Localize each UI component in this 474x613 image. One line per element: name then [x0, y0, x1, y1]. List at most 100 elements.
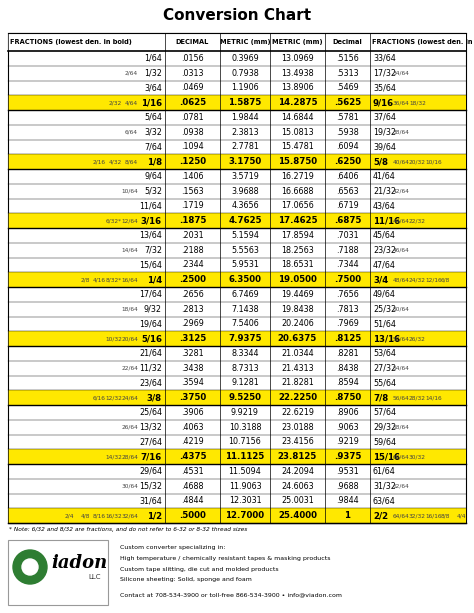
- Text: 0.3969: 0.3969: [231, 54, 259, 63]
- Text: .3906: .3906: [181, 408, 204, 417]
- Text: 6/64: 6/64: [125, 129, 138, 135]
- Text: 19/32: 19/32: [373, 128, 396, 137]
- Text: .3281: .3281: [181, 349, 204, 358]
- Text: 10.7156: 10.7156: [228, 437, 261, 446]
- Text: 4/8: 4/8: [81, 513, 90, 518]
- Text: 16.2719: 16.2719: [281, 172, 314, 181]
- Text: 22.6219: 22.6219: [281, 408, 314, 417]
- Text: 21.8281: 21.8281: [281, 378, 314, 387]
- Text: 39/64: 39/64: [373, 142, 396, 151]
- Text: 18.6531: 18.6531: [281, 261, 314, 269]
- Text: 10/16: 10/16: [425, 159, 442, 164]
- Text: .8906: .8906: [336, 408, 359, 417]
- Text: 55/64: 55/64: [373, 378, 396, 387]
- Bar: [8, 154, 466, 169]
- Text: 7.9375: 7.9375: [228, 334, 262, 343]
- Text: .4219: .4219: [181, 437, 204, 446]
- Text: 6.7469: 6.7469: [231, 290, 259, 299]
- Text: 3/8: 3/8: [147, 393, 162, 402]
- Text: 2/2: 2/2: [373, 511, 388, 520]
- Text: .0625: .0625: [179, 98, 206, 107]
- Text: 8/64: 8/64: [125, 159, 138, 164]
- Text: 4/4: 4/4: [457, 513, 466, 518]
- Text: 23.8125: 23.8125: [278, 452, 317, 461]
- Text: 2.7781: 2.7781: [231, 142, 259, 151]
- Text: 7/32: 7/32: [144, 246, 162, 254]
- Text: 4/16: 4/16: [93, 277, 106, 282]
- Text: 9/64: 9/64: [144, 172, 162, 181]
- Text: 28/64: 28/64: [121, 454, 138, 459]
- Text: 8.3344: 8.3344: [231, 349, 259, 358]
- Text: 22/64: 22/64: [121, 365, 138, 371]
- Text: 8.7313: 8.7313: [231, 364, 259, 373]
- Text: 24.2094: 24.2094: [281, 467, 314, 476]
- Text: .8281: .8281: [336, 349, 359, 358]
- Text: .2656: .2656: [181, 290, 204, 299]
- Text: 25/32: 25/32: [373, 305, 396, 314]
- Text: Contact at 708-534-3900 or toll-free 866-534-3900 • info@viadon.com: Contact at 708-534-3900 or toll-free 866…: [120, 593, 342, 598]
- Text: .5781: .5781: [336, 113, 359, 122]
- Text: 30/64: 30/64: [121, 484, 138, 489]
- Text: 53/64: 53/64: [373, 349, 396, 358]
- Text: .4688: .4688: [181, 482, 204, 490]
- Text: 12/32: 12/32: [105, 395, 122, 400]
- Text: 9.1281: 9.1281: [231, 378, 259, 387]
- Text: .4844: .4844: [181, 497, 204, 505]
- Text: 27/32: 27/32: [373, 364, 396, 373]
- Text: 27/64: 27/64: [139, 437, 162, 446]
- Text: 15/32: 15/32: [139, 482, 162, 490]
- Text: .7188: .7188: [336, 246, 359, 254]
- Text: 16.6688: 16.6688: [281, 186, 314, 196]
- Text: .7813: .7813: [336, 305, 359, 314]
- Text: 23/64: 23/64: [139, 378, 162, 387]
- Text: 15/64: 15/64: [139, 261, 162, 269]
- Text: 15.0813: 15.0813: [281, 128, 314, 137]
- Text: 11.1125: 11.1125: [225, 452, 264, 461]
- Text: .9063: .9063: [336, 422, 359, 432]
- Text: 5.5563: 5.5563: [231, 246, 259, 254]
- Text: 17.4625: 17.4625: [278, 216, 317, 225]
- Text: 61/64: 61/64: [373, 467, 396, 476]
- Text: 12/64: 12/64: [121, 218, 138, 223]
- Text: 19.8438: 19.8438: [281, 305, 314, 314]
- Text: 35/64: 35/64: [373, 83, 396, 93]
- Text: 57/64: 57/64: [373, 408, 396, 417]
- Text: 17/32: 17/32: [373, 69, 396, 78]
- Text: 1/32: 1/32: [144, 69, 162, 78]
- Text: .9688: .9688: [336, 482, 359, 490]
- Text: 5/8: 5/8: [373, 157, 388, 166]
- Bar: [8, 390, 466, 405]
- Text: 1.9844: 1.9844: [231, 113, 259, 122]
- Text: 12/16: 12/16: [425, 277, 442, 282]
- Text: 40/64: 40/64: [393, 159, 410, 164]
- Text: .5000: .5000: [179, 511, 206, 520]
- Text: 21/32: 21/32: [373, 186, 396, 196]
- Text: .5469: .5469: [336, 83, 359, 93]
- Text: Conversion Chart: Conversion Chart: [163, 7, 311, 23]
- Text: 14.2875: 14.2875: [278, 98, 317, 107]
- Text: 18.2563: 18.2563: [281, 246, 314, 254]
- Text: 4/32: 4/32: [109, 159, 122, 164]
- Text: 52/64: 52/64: [393, 336, 410, 341]
- Text: DECIMAL: DECIMAL: [176, 39, 209, 45]
- Text: 2/4: 2/4: [64, 513, 74, 518]
- Text: 24/32: 24/32: [409, 277, 426, 282]
- Text: 33/64: 33/64: [373, 54, 396, 63]
- Text: .1875: .1875: [179, 216, 206, 225]
- Text: .6563: .6563: [336, 186, 359, 196]
- Text: * Note: 6/32 and 8/32 are fractions, and do not refer to 6-32 or 8-32 thread siz: * Note: 6/32 and 8/32 are fractions, and…: [9, 527, 247, 531]
- Text: High temperature / chemically resistant tapes & masking products: High temperature / chemically resistant …: [120, 556, 330, 561]
- Text: 7/8: 7/8: [373, 393, 388, 402]
- Text: 3.9688: 3.9688: [231, 186, 259, 196]
- Text: 5.9531: 5.9531: [231, 261, 259, 269]
- Text: 56/64: 56/64: [393, 395, 410, 400]
- Text: 17/64: 17/64: [139, 290, 162, 299]
- Text: 22/32: 22/32: [409, 218, 426, 223]
- Text: 1/2: 1/2: [147, 511, 162, 520]
- Text: 2.3813: 2.3813: [231, 128, 259, 137]
- Text: .5625: .5625: [334, 98, 361, 107]
- Text: 13/64: 13/64: [139, 231, 162, 240]
- Text: .0313: .0313: [181, 69, 204, 78]
- Text: 19.4469: 19.4469: [281, 290, 314, 299]
- Text: FRACTIONS (lowest den. in bold): FRACTIONS (lowest den. in bold): [372, 39, 474, 45]
